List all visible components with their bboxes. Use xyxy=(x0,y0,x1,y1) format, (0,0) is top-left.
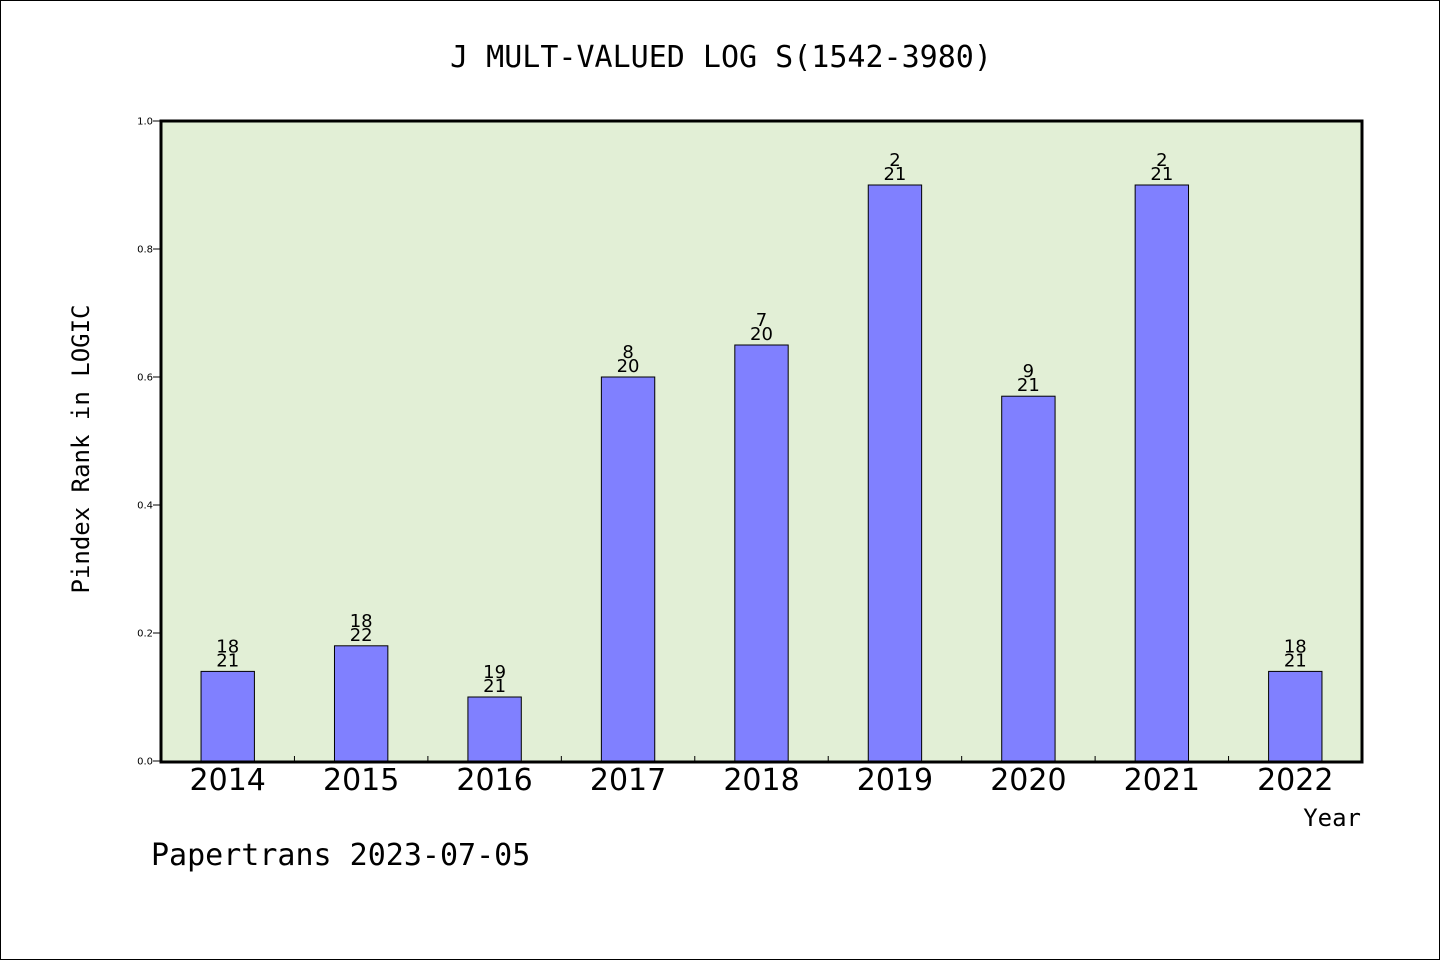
x-tick-label: 2016 xyxy=(456,763,532,798)
total-label: 20 xyxy=(750,324,773,345)
bar-2022 xyxy=(1268,670,1323,762)
y-tick-label: 0.6 xyxy=(137,373,153,384)
total-label: 20 xyxy=(617,356,640,377)
bar-2021 xyxy=(1134,184,1190,762)
footer-credit: Papertrans 2023-07-05 xyxy=(151,838,530,873)
rank-label: 18 xyxy=(216,636,239,657)
y-axis-ticks: 0.0 0.2 0.4 0.6 0.8 1.0 xyxy=(137,117,161,768)
y-tick-label: 0.4 xyxy=(137,501,153,512)
plot-border xyxy=(159,119,1364,764)
x-axis-separators xyxy=(293,756,1230,761)
x-tick-label: 2021 xyxy=(1124,763,1200,798)
x-tick-label: 2017 xyxy=(590,763,666,798)
bar-2020 xyxy=(1001,395,1056,762)
x-tick-label: 2019 xyxy=(857,763,933,798)
total-label: 22 xyxy=(350,625,373,646)
x-tick-label: 2018 xyxy=(723,763,799,798)
total-label: 21 xyxy=(216,650,239,671)
rank-label: 2 xyxy=(1156,150,1167,171)
bar-2014 xyxy=(200,670,255,762)
x-tick-label: 2020 xyxy=(990,763,1066,798)
bar-2019 xyxy=(867,184,923,762)
total-label: 21 xyxy=(483,676,506,697)
y-tick-label: 1.0 xyxy=(137,117,153,128)
bar-2017 xyxy=(600,376,656,762)
rank-label: 8 xyxy=(622,342,633,363)
bars xyxy=(200,184,1323,762)
rank-label: 2 xyxy=(889,150,900,171)
y-tick-label: 0.0 xyxy=(137,757,153,768)
rank-label: 7 xyxy=(756,310,767,331)
total-label: 21 xyxy=(1150,164,1173,185)
x-tick-label: 2022 xyxy=(1257,763,1333,798)
total-label: 21 xyxy=(883,164,906,185)
x-axis-ticks: 2014 2015 2016 2017 2018 2019 2020 2021 2022 xyxy=(190,763,1334,798)
y-tick-label: 0.8 xyxy=(137,245,153,256)
x-axis-label: Year xyxy=(1303,804,1361,832)
x-tick-label: 2014 xyxy=(190,763,266,798)
bar-2016 xyxy=(467,696,522,762)
bar-2015 xyxy=(333,645,389,762)
rank-label: 19 xyxy=(483,662,506,683)
bar-2018 xyxy=(734,344,789,762)
rank-label: 9 xyxy=(1023,361,1034,382)
y-tick-label: 0.2 xyxy=(137,629,153,640)
rank-label: 18 xyxy=(1284,636,1307,657)
x-tick-label: 2015 xyxy=(323,763,399,798)
y-axis-label: Pindex Rank in LOGIC xyxy=(67,305,95,594)
total-label: 21 xyxy=(1017,375,1040,396)
chart-title: J MULT-VALUED LOG S(1542-3980) xyxy=(450,40,992,75)
rank-label: 18 xyxy=(350,611,373,632)
total-label: 21 xyxy=(1284,650,1307,671)
